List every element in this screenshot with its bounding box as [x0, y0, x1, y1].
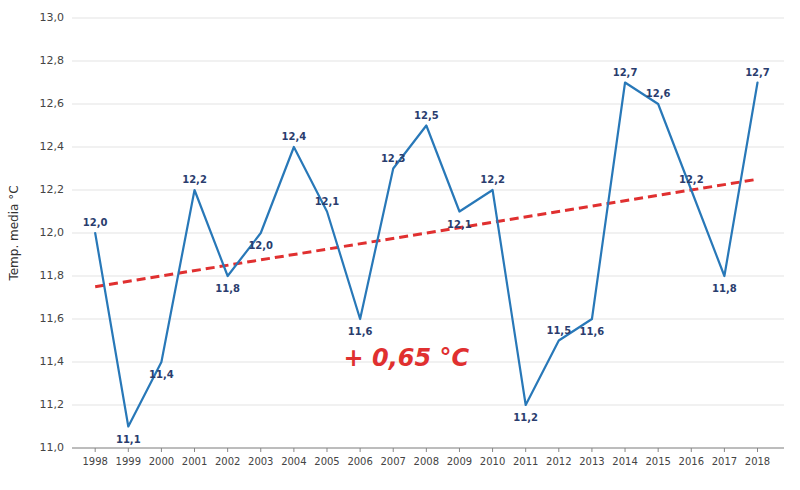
x-tick	[326, 448, 327, 452]
x-tick	[558, 448, 559, 452]
grid-line	[72, 405, 784, 406]
y-axis-label: Temp. media °C	[7, 185, 21, 281]
y-tick-label: 12,0	[40, 226, 65, 239]
grid-line	[72, 104, 784, 105]
y-tick-label: 11,6	[40, 312, 65, 325]
data-label: 12,7	[613, 67, 638, 78]
data-label: 12,1	[315, 196, 340, 207]
x-tick	[260, 448, 261, 452]
x-tick	[591, 448, 592, 452]
y-tick-label: 12,8	[40, 54, 65, 67]
data-label: 12,0	[248, 240, 273, 251]
x-tick	[227, 448, 228, 452]
data-label: 11,5	[546, 325, 571, 336]
x-tick-label: 2017	[712, 456, 737, 467]
data-label: 12,4	[282, 131, 307, 142]
y-tick-label: 12,4	[40, 140, 65, 153]
data-label: 12,3	[381, 153, 406, 164]
x-tick-label: 2000	[149, 456, 174, 467]
grid-line	[72, 18, 784, 19]
data-label: 11,8	[215, 283, 240, 294]
x-tick-label: 2002	[215, 456, 240, 467]
y-tick-label: 13,0	[40, 11, 65, 24]
data-label: 12,2	[679, 174, 704, 185]
data-label: 11,6	[348, 326, 373, 337]
x-tick	[128, 448, 129, 452]
x-tick	[658, 448, 659, 452]
x-tick-label: 2016	[679, 456, 704, 467]
x-tick-label: 2004	[281, 456, 306, 467]
x-tick-label: 2003	[248, 456, 273, 467]
data-label: 11,4	[149, 369, 174, 380]
data-label: 12,5	[414, 110, 439, 121]
grid-line	[72, 319, 784, 320]
x-tick-label: 2005	[314, 456, 339, 467]
data-labels: 12,0 11,1 11,4 12,2 11,8 12,0 12,4 12,1 11,6 12,3…	[83, 67, 770, 445]
x-tick-label: 2006	[347, 456, 372, 467]
x-tick	[757, 448, 758, 452]
y-tick-label: 11,0	[40, 441, 65, 454]
x-tick-label: 2001	[182, 456, 207, 467]
x-tick	[492, 448, 493, 452]
data-label: 12,2	[182, 174, 207, 185]
x-tick-label: 2013	[579, 456, 604, 467]
x-tick-label: 2014	[612, 456, 637, 467]
x-tick-label: 2018	[745, 456, 770, 467]
x-tick	[360, 448, 361, 452]
data-label: 11,2	[513, 412, 538, 423]
y-grid	[72, 18, 784, 448]
grid-line	[72, 147, 784, 148]
x-tick-label: 1998	[82, 456, 107, 467]
x-axis-line	[72, 448, 784, 449]
x-tick	[625, 448, 626, 452]
x-tick	[459, 448, 460, 452]
grid-line	[72, 448, 784, 449]
data-label: 12,0	[83, 217, 108, 228]
x-tick	[293, 448, 294, 452]
y-tick-label: 11,2	[40, 398, 65, 411]
chart: 11,0 11,2 11,4 11,6 11,8 12,0 12,2 12,4 12,6 12,8…	[0, 0, 800, 490]
data-label: 11,6	[580, 326, 605, 337]
grid-line	[72, 61, 784, 62]
annotation: + 0,65 °C	[344, 344, 470, 372]
data-label: 12,6	[646, 88, 671, 99]
series-line	[95, 83, 757, 427]
x-tick-label: 2011	[513, 456, 538, 467]
y-tick-label: 11,4	[40, 355, 65, 368]
x-tick	[724, 448, 725, 452]
x-tick	[525, 448, 526, 452]
y-tick-label: 11,8	[40, 269, 65, 282]
x-tick-label: 2012	[546, 456, 571, 467]
x-tick	[691, 448, 692, 452]
data-label: 12,2	[480, 174, 505, 185]
y-tick-label: 12,2	[40, 183, 65, 196]
x-tick-label: 2009	[447, 456, 472, 467]
x-tick	[95, 448, 96, 452]
data-label: 11,1	[116, 434, 141, 445]
x-tick	[194, 448, 195, 452]
data-label: 12,7	[745, 67, 770, 78]
x-tick	[161, 448, 162, 452]
data-label: 12,1	[447, 219, 472, 230]
x-tick-label: 2008	[414, 456, 439, 467]
plot-area	[95, 83, 757, 427]
data-label: 11,8	[712, 283, 737, 294]
x-tick-label: 2015	[645, 456, 670, 467]
grid-line	[72, 190, 784, 191]
x-tick-label: 2010	[480, 456, 505, 467]
x-tick	[393, 448, 394, 452]
x-tick	[426, 448, 427, 452]
x-tick-label: 2007	[381, 456, 406, 467]
x-tick-label: 1999	[116, 456, 141, 467]
y-tick-label: 12,6	[40, 97, 65, 110]
